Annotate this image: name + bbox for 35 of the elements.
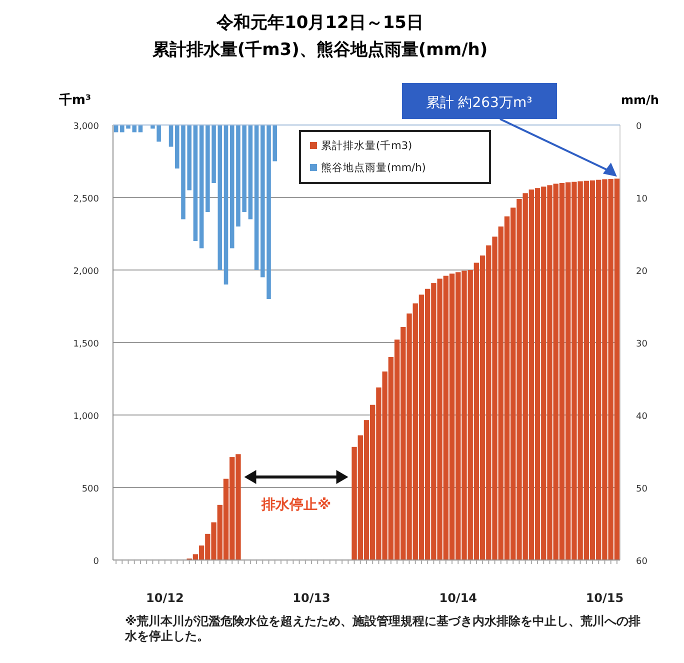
y2-tick-label: 20: [636, 267, 648, 277]
y2-tick-label: 60: [636, 557, 648, 567]
bar: [193, 125, 198, 241]
x-tick-label: 10/12: [146, 591, 184, 605]
bar: [199, 125, 204, 248]
bar: [218, 125, 222, 270]
y2-tick-label: 10: [636, 194, 648, 204]
y2-tick-label: 0: [636, 122, 642, 132]
annotation: 排水停止※: [260, 497, 332, 513]
x-tick-label: 10/14: [439, 591, 478, 605]
y2-tick-label: 40: [636, 412, 648, 422]
bar: [248, 125, 253, 220]
bar: [138, 125, 143, 132]
y-tick-label: 2,500: [73, 194, 100, 204]
x-tick-label: 10/13: [292, 591, 330, 605]
y-tick-label: 500: [82, 484, 100, 494]
y-axis-title: 千m³: [58, 92, 92, 108]
bar: [168, 125, 174, 147]
y-tick-label: 1,000: [73, 412, 100, 422]
x-tick-label: 10/15: [586, 591, 624, 605]
y-tick-label: 3,000: [73, 122, 100, 132]
y-tick-label: 0: [93, 557, 100, 567]
y2-tick-label: 50: [636, 484, 648, 494]
y-tick-label: 2,000: [73, 267, 100, 277]
chart-title: 令和元年10月12日～15日: [216, 13, 424, 33]
y-tick-label: 1,500: [73, 340, 100, 350]
y2-tick-label: 30: [636, 340, 648, 350]
legend-label: 累計排水量(千m3): [321, 139, 412, 152]
bar: [114, 125, 118, 132]
bar: [254, 125, 259, 270]
text: ※荒川本川が氾濫危険水位を超えたため、施設管理規程に基づき内水排除を中止し、荒川への排水を停止した。: [125, 614, 642, 644]
chart-subtitle: 累計排水量(千m3)、熊谷地点雨量(mm/h): [151, 40, 488, 60]
legend-label: 熊谷地点雨量(mm/h): [321, 161, 426, 174]
bar: [224, 125, 228, 284]
y2-axis-title: mm/h: [621, 93, 659, 107]
